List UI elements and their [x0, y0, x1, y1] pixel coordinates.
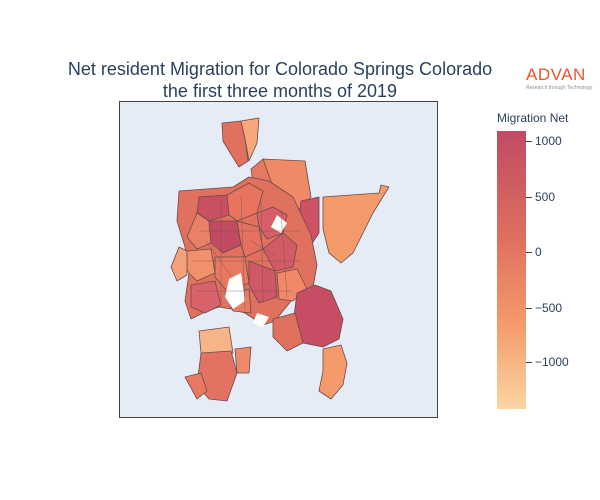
- chart-title-line-1: Net resident Migration for Colorado Spri…: [67, 59, 493, 79]
- region: [190, 280, 222, 314]
- colorbar-title: Migration Net: [497, 111, 569, 125]
- colorbar-tick-label-minus-1000: −1000: [535, 355, 569, 369]
- choropleth-map[interactable]: [120, 102, 439, 419]
- colorbar-tick-label-minus-500: −500: [535, 301, 563, 315]
- region: [186, 212, 212, 250]
- region: [236, 220, 264, 258]
- region: [262, 232, 298, 272]
- colorbar-tick-label-1000: 1000: [535, 134, 562, 148]
- logo-name: ADVAN: [526, 65, 586, 84]
- region: [318, 344, 348, 400]
- colorbar-tick-label-0: 0: [535, 245, 542, 259]
- colorbar-tick: [526, 308, 532, 309]
- map-plot-area[interactable]: [119, 101, 438, 418]
- chart-title: Net resident Migration for Colorado Spri…: [30, 58, 530, 102]
- colorbar-tick: [526, 141, 532, 142]
- region: [272, 312, 304, 352]
- colorbar-tick-label-500: 500: [535, 190, 556, 204]
- colorbar-tick: [526, 252, 532, 253]
- region: [248, 260, 278, 304]
- region: [170, 246, 188, 282]
- region: [234, 346, 252, 374]
- advan-logo: ADVAN Research through Technology: [526, 65, 596, 92]
- chart-title-line-2: the first three months of 2019: [162, 81, 398, 101]
- logo-tagline: Research through Technology: [526, 85, 593, 91]
- region-hole: [271, 215, 287, 233]
- region: [322, 184, 390, 264]
- region: [240, 117, 260, 162]
- region-hole: [253, 313, 269, 327]
- region: [208, 220, 242, 254]
- colorbar-tick: [526, 197, 532, 198]
- colorbar-gradient: [497, 131, 526, 409]
- colorbar-tick: [526, 362, 532, 363]
- region: [184, 372, 208, 400]
